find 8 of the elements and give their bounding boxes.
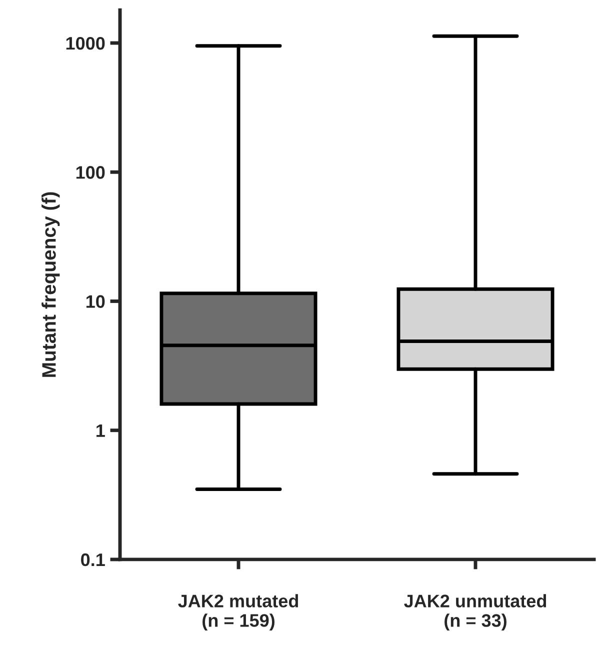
y-tick-label: 1 bbox=[96, 424, 105, 437]
y-tick-label: 0.1 bbox=[81, 553, 105, 566]
x-tick-label: JAK2 mutated (n = 159) bbox=[178, 594, 298, 630]
y-tick-label: 1000 bbox=[66, 36, 105, 50]
x-tick-label: JAK2 unmutated (n = 33) bbox=[404, 594, 546, 630]
y-tick-label: 100 bbox=[76, 166, 105, 179]
y-axis-title: Mutant frequency (f) bbox=[42, 192, 60, 377]
y-tick-label: 10 bbox=[86, 295, 105, 308]
